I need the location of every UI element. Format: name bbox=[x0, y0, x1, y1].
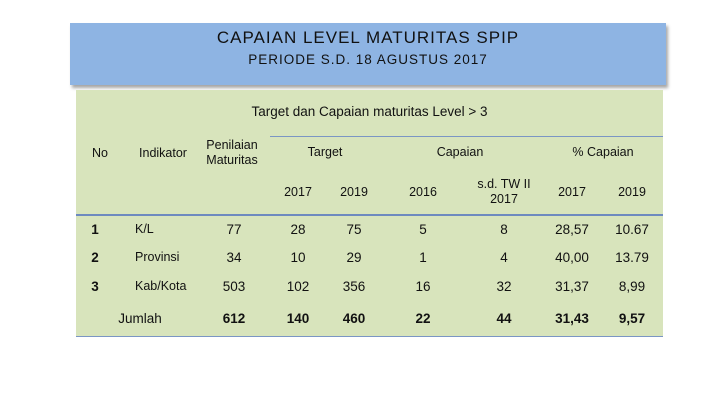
total-capaian-tw: 44 bbox=[496, 311, 512, 326]
row2-penilaian: 34 bbox=[226, 250, 242, 265]
row3-capaian-tw: 32 bbox=[496, 279, 512, 294]
row3-pct-2019: 8,99 bbox=[618, 279, 646, 294]
total-penilaian: 612 bbox=[222, 311, 246, 326]
row1-target-2017: 28 bbox=[290, 222, 306, 237]
total-pct-2017: 31,43 bbox=[555, 311, 589, 326]
row3-capaian-2016: 16 bbox=[415, 279, 431, 294]
row3-target-2017: 102 bbox=[286, 279, 310, 294]
header-pct-2019: 2019 bbox=[618, 185, 646, 199]
row1-indikator: K/L bbox=[135, 222, 154, 236]
header-capaian-tw-line2: 2017 bbox=[490, 192, 518, 206]
header-indikator: Indikator bbox=[139, 146, 187, 160]
row2-pct-2017: 40,00 bbox=[555, 250, 589, 265]
header-target-2017: 2017 bbox=[284, 185, 312, 199]
total-target-2017: 140 bbox=[286, 311, 310, 326]
row1-no: 1 bbox=[91, 222, 99, 237]
total-target-2019: 460 bbox=[342, 311, 366, 326]
row3-indikator: Kab/Kota bbox=[135, 279, 187, 293]
header-penilaian: Penilaian Maturitas bbox=[200, 138, 264, 168]
row2-indikator: Provinsi bbox=[135, 250, 180, 264]
header-pct-capaian: % Capaian bbox=[572, 145, 634, 159]
header-penilaian-line2: Maturitas bbox=[206, 153, 258, 167]
table-panel bbox=[76, 90, 663, 337]
header-target: Target bbox=[307, 145, 343, 159]
row1-pct-2017: 28,57 bbox=[555, 222, 589, 237]
row2-pct-2019: 13.79 bbox=[615, 250, 649, 265]
row3-target-2019: 356 bbox=[342, 279, 366, 294]
row2-capaian-2016: 1 bbox=[419, 250, 427, 265]
header-capaian-2016: 2016 bbox=[409, 185, 437, 199]
total-capaian-2016: 22 bbox=[415, 311, 431, 326]
row3-no: 3 bbox=[91, 279, 99, 294]
page-title: CAPAIAN LEVEL MATURITAS SPIP bbox=[216, 28, 520, 47]
header-capaian: Capaian bbox=[436, 145, 484, 159]
page-subtitle: PERIODE S.D. 18 AGUSTUS 2017 bbox=[248, 52, 488, 67]
header-rule-top bbox=[270, 136, 663, 137]
row1-pct-2019: 10.67 bbox=[615, 222, 649, 237]
row3-pct-2017: 31,37 bbox=[555, 279, 589, 294]
table-rule-bottom bbox=[76, 336, 663, 337]
row2-capaian-tw: 4 bbox=[500, 250, 508, 265]
row1-capaian-2016: 5 bbox=[419, 222, 427, 237]
total-pct-2019: 9,57 bbox=[618, 311, 646, 326]
header-capaian-tw-line1: s.d. TW II bbox=[477, 177, 531, 191]
row2-target-2019: 29 bbox=[346, 250, 362, 265]
header-pct-2017: 2017 bbox=[558, 185, 586, 199]
section-title: Target dan Capaian maturitas Level > 3 bbox=[251, 104, 488, 119]
header-no: No bbox=[92, 146, 108, 160]
header-capaian-tw: s.d. TW II 2017 bbox=[468, 177, 540, 207]
header-target-2019: 2019 bbox=[340, 185, 368, 199]
title-banner: CAPAIAN LEVEL MATURITAS SPIP PERIODE S.D… bbox=[70, 23, 666, 85]
row2-target-2017: 10 bbox=[290, 250, 306, 265]
total-label: Jumlah bbox=[118, 311, 162, 326]
row3-penilaian: 503 bbox=[222, 279, 246, 294]
row1-target-2019: 75 bbox=[346, 222, 362, 237]
header-rule-bottom bbox=[76, 214, 663, 216]
row2-no: 2 bbox=[91, 250, 99, 265]
header-penilaian-line1: Penilaian bbox=[206, 138, 258, 152]
row1-penilaian: 77 bbox=[226, 222, 242, 237]
row1-capaian-tw: 8 bbox=[500, 222, 508, 237]
